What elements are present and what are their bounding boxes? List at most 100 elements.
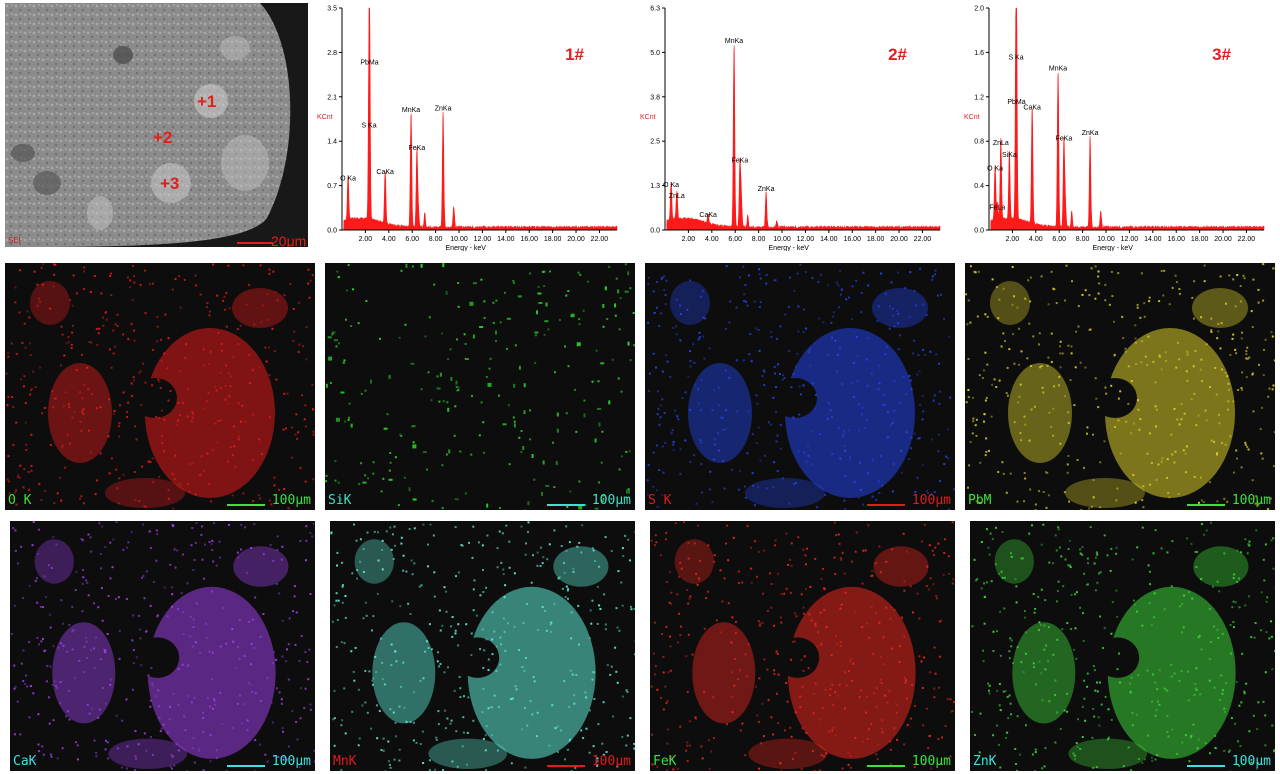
y-tick-label: 1.4	[327, 139, 337, 146]
element-map-s: S K 100μm	[645, 263, 955, 510]
peak-label: FeKa	[409, 145, 426, 152]
peak-label: O Ka	[663, 182, 679, 189]
sem-point-1: +1	[197, 92, 216, 111]
x-tick-label: 12.00	[474, 236, 492, 243]
peak-label: S Ka	[1008, 55, 1023, 62]
element-map-ca: CaK 100μm	[10, 521, 315, 771]
peak-label: CaKa	[1023, 104, 1041, 111]
map-image	[10, 521, 315, 771]
x-tick-label: 2.00	[359, 236, 373, 243]
spectrum-chart-2: 0.0 1.3 2.5 3.8 5.0 6.3 2.00 4.00 6.00 8.00 10.00 1…	[640, 6, 941, 251]
y-tick-label: 0.0	[974, 228, 984, 235]
x-tick-label: 18.00	[544, 236, 562, 243]
map-element-label: ZnK	[973, 754, 997, 769]
y-tick-label: 0.0	[327, 228, 337, 235]
y-axis-label: KCnt	[964, 114, 980, 121]
element-map-si: SiK 100μm	[325, 263, 635, 510]
map-scale-text: 100μm	[911, 754, 951, 769]
peak-label: CaKa	[699, 212, 717, 219]
map-image	[5, 263, 315, 510]
y-tick-label: 3.5	[327, 6, 337, 13]
x-tick-label: 18.00	[1191, 236, 1209, 243]
x-tick-label: 14.00	[820, 236, 838, 243]
x-tick-label: 14.00	[497, 236, 515, 243]
map-scale-text: 100μm	[271, 754, 311, 769]
x-tick-label: 16.00	[843, 236, 861, 243]
x-tick-label: 22.00	[914, 236, 932, 243]
map-image	[325, 263, 635, 510]
x-tick-label: 20.00	[890, 236, 908, 243]
x-tick-label: 16.00	[1167, 236, 1185, 243]
x-tick-label: 10.00	[773, 236, 791, 243]
y-tick-label: 0.7	[327, 183, 337, 190]
peak-label: MnKa	[1049, 66, 1067, 73]
map-scale-bar	[227, 504, 265, 506]
peak-label: FeKa	[732, 158, 749, 165]
peak-label: FeLa	[989, 204, 1005, 211]
peak-label: ZnKa	[1082, 130, 1099, 137]
y-tick-label: 2.8	[327, 50, 337, 57]
map-scale-text: 100μm	[591, 493, 631, 508]
spectrum-trace	[990, 7, 1265, 231]
chart-title: 1#	[565, 45, 584, 64]
map-scale-bar	[1187, 504, 1225, 506]
sem-point-2: +2	[153, 128, 172, 147]
sem-point-3: +3	[160, 174, 179, 193]
map-element-label: CaK	[13, 754, 37, 769]
sem-scale-text: 20μm	[271, 233, 306, 247]
peak-label: ZnLa	[669, 193, 685, 200]
x-tick-label: 2.00	[1006, 236, 1020, 243]
x-tick-label: 6.00	[728, 236, 742, 243]
element-map-pb: PbM 100μm	[965, 263, 1275, 510]
chart-title: 3#	[1212, 45, 1231, 64]
map-image	[965, 263, 1275, 510]
map-scale-bar	[547, 765, 585, 767]
y-tick-label: 0.8	[974, 139, 984, 146]
map-scale-text: 100μm	[1231, 493, 1271, 508]
x-tick-label: 8.00	[752, 236, 766, 243]
x-axis-label: Energy - keV	[446, 245, 487, 251]
map-image	[970, 521, 1275, 771]
map-image	[330, 521, 635, 771]
y-tick-label: 2.1	[327, 94, 337, 101]
map-element-label: SiK	[328, 493, 352, 508]
x-tick-label: 20.00	[567, 236, 585, 243]
map-scale-bar	[1187, 765, 1225, 767]
element-map-zn: ZnK 100μm	[970, 521, 1275, 771]
peak-label: ZnKa	[758, 186, 775, 193]
x-tick-label: 8.00	[1076, 236, 1090, 243]
y-tick-label: 2.0	[974, 6, 984, 13]
x-tick-label: 16.00	[520, 236, 538, 243]
x-tick-label: 22.00	[1238, 236, 1256, 243]
map-scale-text: 100μm	[271, 493, 311, 508]
y-tick-label: 6.3	[650, 6, 660, 13]
spectrum-trace	[343, 7, 618, 231]
axis-lines	[341, 8, 617, 231]
map-scale-bar	[867, 504, 905, 506]
spectrum-chart-3: 0.0 0.4 0.8 1.2 1.6 2.0 2.00 4.00 6.00 8.00 10.00 1…	[964, 6, 1265, 251]
axis-lines	[988, 8, 1264, 231]
map-element-label: O K	[8, 493, 32, 508]
map-element-label: S K	[648, 493, 672, 508]
sem-micrograph: +1 +2 +3 SEI 20μm	[5, 3, 308, 247]
map-element-label: FeK	[653, 754, 677, 769]
y-tick-label: 2.5	[650, 139, 660, 146]
x-tick-label: 22.00	[591, 236, 609, 243]
y-tick-label: 1.2	[974, 94, 984, 101]
peak-label: ZnLa	[993, 140, 1009, 147]
peak-label: CaKa	[376, 169, 394, 176]
map-scale-bar	[547, 504, 585, 506]
y-tick-label: 1.3	[650, 183, 660, 190]
x-tick-label: 4.00	[1029, 236, 1043, 243]
y-axis-label: KCnt	[640, 114, 656, 121]
x-tick-label: 14.00	[1144, 236, 1162, 243]
map-scale-bar	[867, 765, 905, 767]
spectrum-chart-1: 0.0 0.7 1.4 2.1 2.8 3.5 2.00 4.00 6.00 8.00 10.00 1…	[317, 6, 618, 251]
x-tick-label: 10.00	[450, 236, 468, 243]
element-map-fe: FeK 100μm	[650, 521, 955, 771]
x-tick-label: 4.00	[382, 236, 396, 243]
peak-label: O Ka	[987, 166, 1003, 173]
y-tick-label: 0.0	[650, 228, 660, 235]
x-tick-label: 8.00	[429, 236, 443, 243]
x-tick-label: 6.00	[405, 236, 419, 243]
